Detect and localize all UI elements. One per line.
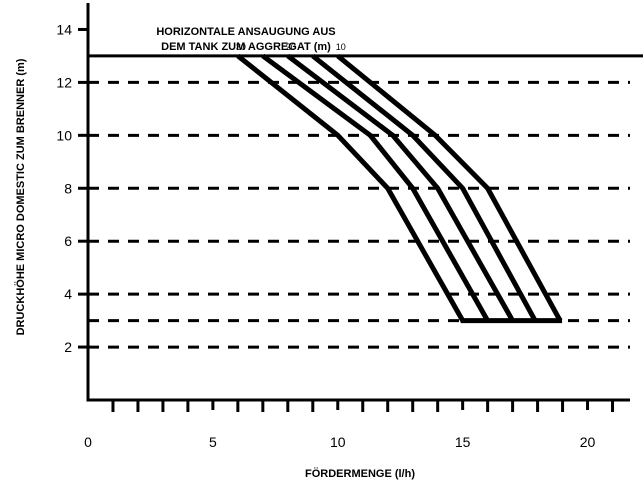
curve-label-30: 30 [236, 42, 246, 52]
axes [78, 3, 630, 412]
series-line-1 [336, 53, 563, 322]
y-tick-label-8: 8 [64, 180, 72, 196]
annotation-line-2: DEM TANK ZUM AGGREGAT (m) [161, 41, 331, 53]
annotation-line-1: HORIZONTALE ANSAUGUNG AUS [156, 26, 335, 38]
curve-label-10: 10 [336, 42, 346, 52]
series-line-5 [236, 53, 465, 322]
y-tick-label-4: 4 [64, 286, 72, 302]
curve-label-20: 20 [286, 42, 296, 52]
labels: 0 5 10 15 20 2 4 6 8 10 12 14 10 20 30 [56, 21, 595, 450]
x-tick-label-0: 0 [84, 434, 92, 450]
series-line-2 [311, 53, 538, 322]
y-axis-title: DRUCKHÖHE MICRO DOMESTIC ZUM BRENNER (m) [14, 58, 27, 335]
y-tick-label-2: 2 [64, 339, 72, 355]
y-tick-label-12: 12 [56, 74, 72, 90]
y-tick-label-10: 10 [56, 127, 72, 143]
y-tick-label-14: 14 [56, 21, 72, 37]
x-tick-label-15: 15 [455, 434, 471, 450]
x-tick-label-10: 10 [330, 434, 346, 450]
series-line-4 [261, 53, 490, 322]
gridlines [88, 54, 643, 349]
x-axis-title: FÖRDERMENGE (l/h) [305, 467, 415, 480]
y-tick-label-6: 6 [64, 233, 72, 249]
series-lines [236, 53, 563, 324]
x-tick-label-5: 5 [209, 434, 217, 450]
x-tick-label-20: 20 [580, 434, 596, 450]
series-line-3 [286, 53, 515, 322]
